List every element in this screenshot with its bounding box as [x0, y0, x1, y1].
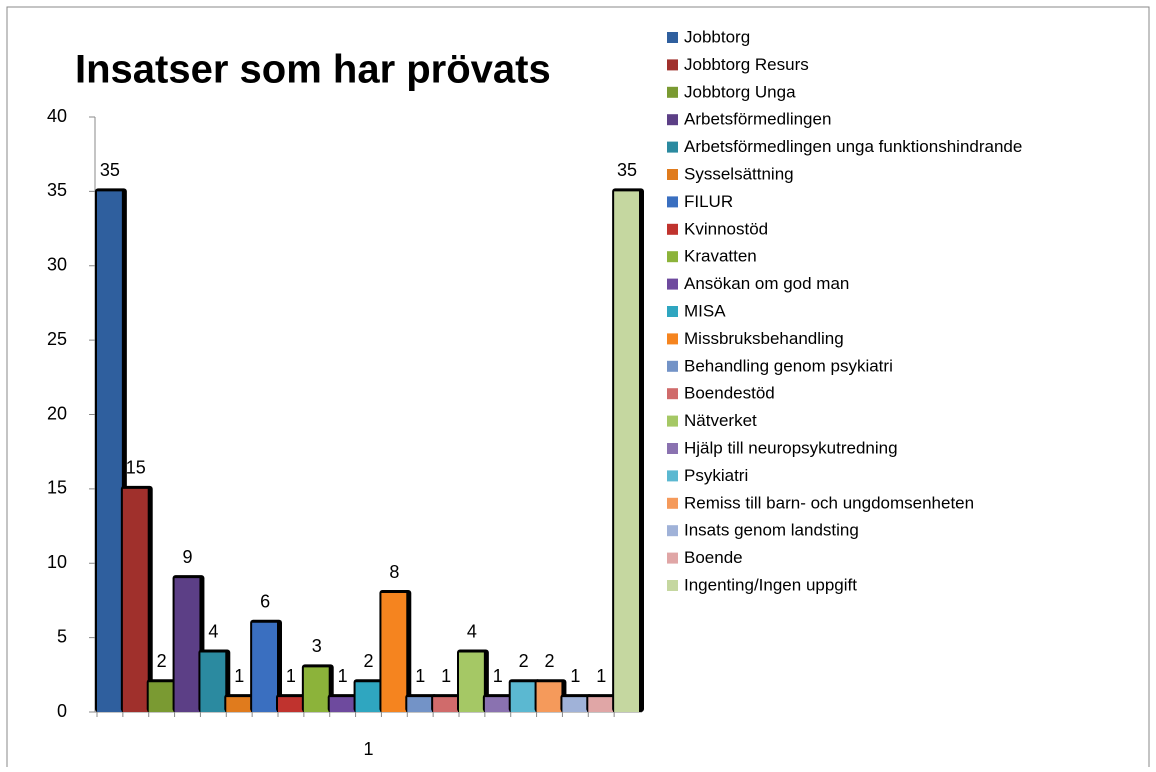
- y-tick-label: 35: [47, 180, 67, 200]
- data-label: 1: [596, 666, 606, 686]
- data-label: 4: [208, 621, 218, 641]
- legend-label: Insats genom landsting: [684, 521, 859, 540]
- legend-swatch: [667, 580, 678, 591]
- legend-label: Hjälp till neuropsykutredning: [684, 438, 898, 457]
- legend-label: Boende: [684, 548, 743, 567]
- chart-frame: [6, 6, 1150, 772]
- bar: [148, 682, 174, 712]
- y-tick-label: 10: [47, 552, 67, 572]
- legend-swatch: [667, 415, 678, 427]
- legend-swatch: [667, 333, 678, 345]
- data-label: 2: [157, 651, 167, 671]
- data-label: 1: [234, 666, 244, 686]
- y-tick-label: 30: [47, 255, 67, 275]
- legend-label: MISA: [684, 301, 726, 320]
- legend-label: Boendestöd: [684, 384, 775, 403]
- legend-swatch: [667, 32, 678, 43]
- y-tick-label: 25: [47, 329, 67, 349]
- data-label: 35: [617, 160, 637, 180]
- data-label: 8: [389, 562, 399, 582]
- y-tick-label: 40: [47, 106, 67, 126]
- bar: [174, 578, 200, 712]
- legend-label: Ansökan om god man: [684, 274, 849, 293]
- legend-label: Jobbtorg Resurs: [684, 55, 809, 74]
- legend-label: Remiss till barn- och ungdomsenheten: [684, 493, 974, 512]
- legend-swatch: [667, 141, 678, 153]
- legend-swatch: [667, 223, 678, 235]
- data-label: 15: [126, 458, 146, 478]
- legend-swatch: [667, 497, 678, 509]
- legend-label: Behandling genom psykiatri: [684, 356, 893, 375]
- data-label: 1: [415, 666, 425, 686]
- bar: [562, 697, 588, 712]
- legend-label: Nätverket: [684, 411, 757, 430]
- data-label: 9: [182, 547, 192, 567]
- bar: [433, 697, 458, 712]
- bar: [252, 622, 277, 712]
- y-tick-label: 20: [47, 403, 67, 423]
- y-tick-label: 5: [57, 626, 67, 646]
- legend-swatch: [667, 360, 678, 372]
- x-tick-label: 1: [363, 739, 373, 759]
- data-label: 1: [338, 666, 348, 686]
- legend-swatch: [667, 525, 678, 537]
- bar: [97, 191, 122, 712]
- bar: [381, 593, 407, 712]
- data-label: 1: [286, 666, 296, 686]
- legend-label: FILUR: [684, 192, 733, 211]
- data-label: 2: [544, 651, 554, 671]
- legend-label: Sysselsättning: [684, 164, 794, 183]
- bar: [226, 697, 252, 712]
- legend-label: Arbetsförmedlingen unga funktionshindran…: [684, 137, 1022, 156]
- bar: [303, 667, 329, 712]
- y-tick-label: 0: [57, 701, 67, 721]
- bar: [278, 697, 303, 712]
- legend-swatch: [667, 443, 678, 454]
- data-label: 1: [441, 666, 451, 686]
- bar: [614, 191, 639, 712]
- legend-swatch: [667, 114, 678, 126]
- legend-label: Missbruksbehandling: [684, 329, 844, 348]
- legend-label: Kravatten: [684, 247, 757, 266]
- legend-swatch: [667, 251, 678, 263]
- bar: [407, 697, 433, 712]
- legend-swatch: [667, 388, 678, 400]
- data-label: 2: [519, 651, 529, 671]
- legend-swatch: [667, 59, 678, 71]
- bar: [329, 697, 355, 712]
- legend-swatch: [667, 470, 678, 482]
- bar: [459, 652, 484, 712]
- data-label: 2: [363, 651, 373, 671]
- legend-label: Jobbtorg Unga: [684, 82, 796, 101]
- legend-label: Ingenting/Ingen uppgift: [684, 575, 857, 594]
- y-tick-label: 15: [47, 478, 67, 498]
- legend-label: Psykiatri: [684, 466, 748, 485]
- bar: [200, 652, 226, 712]
- data-label: 4: [467, 621, 477, 641]
- bar: [588, 697, 614, 712]
- legend-swatch: [667, 278, 678, 290]
- legend-swatch: [667, 196, 678, 208]
- legend-label: Arbetsförmedlingen: [684, 110, 831, 129]
- legend-swatch: [667, 306, 678, 317]
- bar: [510, 682, 536, 712]
- bar: [536, 682, 562, 712]
- legend-swatch: [667, 86, 678, 98]
- bar: [484, 697, 510, 712]
- bar: [355, 682, 381, 712]
- legend-label: Jobbtorg: [684, 27, 750, 46]
- legend-swatch: [667, 552, 678, 564]
- data-label: 35: [100, 160, 120, 180]
- data-label: 3: [312, 636, 322, 656]
- data-label: 6: [260, 592, 270, 612]
- chart-title: Insatser som har prövats: [75, 48, 551, 92]
- data-label: 1: [493, 666, 503, 686]
- data-label: 1: [570, 666, 580, 686]
- legend-swatch: [667, 169, 678, 180]
- legend-label: Kvinnostöd: [684, 219, 768, 238]
- bar: [122, 488, 148, 712]
